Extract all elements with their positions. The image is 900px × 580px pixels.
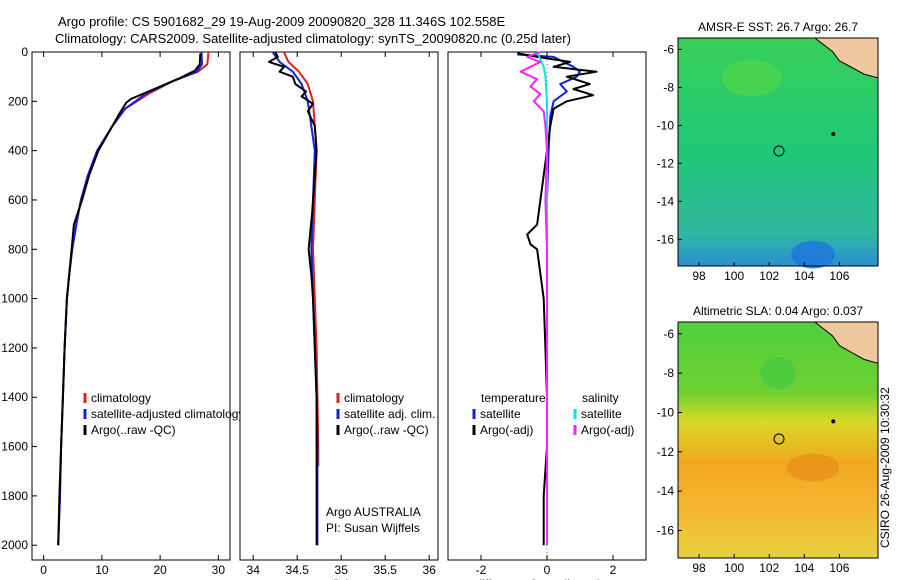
temperature-series-group bbox=[57, 51, 210, 546]
sst-map-frame bbox=[677, 37, 879, 267]
temperature-legend-1-label: satellite-adjusted climatology bbox=[91, 407, 244, 421]
sla-map-ytick-label: -10 bbox=[657, 405, 675, 419]
difference-legend-temp-argo-label: Argo(-adj) bbox=[480, 423, 533, 437]
temperature-ytick-label: 1200 bbox=[1, 341, 28, 355]
temperature-ytick-label: 200 bbox=[8, 94, 28, 108]
temperature-ytick-label: 800 bbox=[8, 242, 28, 256]
sst-map-xtick-label: 100 bbox=[724, 269, 744, 283]
temperature-ytick-label: 0 bbox=[21, 45, 28, 59]
temperature-ytick-label: 600 bbox=[8, 193, 28, 207]
salinity-series-group bbox=[268, 51, 320, 546]
difference-legend-sal-satellite-label: satellite bbox=[581, 407, 622, 421]
sla-map-panel: Altimetric SLA: 0.04 Argo: 0.037 98 100 102… bbox=[657, 304, 879, 575]
difference-series-1 bbox=[517, 52, 598, 546]
temperature-ytick-label: 400 bbox=[8, 144, 28, 158]
difference-legend-salinity-heading: salinity bbox=[582, 391, 619, 405]
sla-map-xtick-label: 100 bbox=[724, 561, 744, 575]
difference-series-3 bbox=[519, 51, 548, 546]
sla-map-xtick-label: 102 bbox=[759, 561, 779, 575]
sla-map-title: Altimetric SLA: 0.04 Argo: 0.037 bbox=[693, 304, 863, 318]
temperature-ytick-label: 2000 bbox=[1, 538, 28, 552]
sla-map-ytick-label: -8 bbox=[663, 366, 674, 380]
sst-map-argo-marker bbox=[773, 145, 785, 157]
temperature-xtick-label: 30 bbox=[212, 563, 226, 577]
salinity-xtick-label: 36 bbox=[423, 563, 437, 577]
difference-xtick-label: -2 bbox=[476, 563, 487, 577]
sst-map-xtick-label: 98 bbox=[692, 269, 706, 283]
sst-map-ytick-label: -10 bbox=[657, 118, 675, 132]
sla-map-frame bbox=[677, 321, 879, 559]
sla-low-patch bbox=[760, 357, 796, 390]
sla-map-argo-marker bbox=[773, 433, 785, 445]
salinity-frame bbox=[239, 51, 439, 561]
sst-map-panel: AMSR-E SST: 26.7 Argo: 26.7 98 100 102 104 10… bbox=[657, 20, 879, 283]
sst-map-ytick-label: -6 bbox=[663, 42, 674, 56]
sla-map-xtick-label: 98 bbox=[692, 561, 706, 575]
temperature-series-2 bbox=[57, 53, 202, 546]
sla-high-patch bbox=[787, 453, 840, 482]
sst-map-christmas-island bbox=[831, 131, 836, 136]
temperature-ytick-label: 1000 bbox=[1, 292, 28, 306]
float-owner-annotation: Argo AUSTRALIA bbox=[326, 505, 421, 519]
footer-stamp: CSIRO 26-Aug-2009 10:30:32 bbox=[878, 387, 892, 548]
salinity-series-2 bbox=[268, 51, 318, 546]
difference-series-group bbox=[517, 51, 598, 546]
warm-patch bbox=[721, 59, 782, 96]
temperature-panel: 0 10 20 30 0 200 400 600 800 1000 1200 1400 1600 1800… bbox=[1, 45, 244, 580]
difference-legend-temperature-heading: temperature bbox=[481, 391, 546, 405]
temperature-legend-0-label: climatology bbox=[91, 391, 151, 405]
salinity-legend-0-label: climatology bbox=[344, 391, 404, 405]
salinity-xtick-label: 34 bbox=[247, 563, 261, 577]
sla-map-xtick-label: 104 bbox=[794, 561, 814, 575]
sla-map-christmas-island bbox=[831, 419, 836, 424]
salinity-legend-2-label: Argo(..raw -QC) bbox=[344, 423, 429, 437]
temperature-xlabel: temperature bbox=[99, 577, 164, 580]
temperature-ytick-label: 1600 bbox=[1, 440, 28, 454]
chart-title-line-2: Climatology: CARS2009. Satellite-adjuste… bbox=[55, 31, 571, 46]
temperature-xtick-label: 20 bbox=[153, 563, 167, 577]
difference-legend-temp-satellite-label: satellite bbox=[480, 407, 521, 421]
pi-annotation: PI: Susan Wijffels bbox=[326, 521, 420, 535]
sst-map-ytick-label: -8 bbox=[663, 80, 674, 94]
difference-panel: -2 0 2difference from climatology temperatu… bbox=[447, 51, 647, 580]
salinity-panel: 34 34.5 35 35.5 36 salinity climatology satelli… bbox=[239, 51, 439, 580]
difference-xlabel: difference from climatology bbox=[475, 577, 618, 580]
sst-map-ytick-label: -14 bbox=[657, 194, 675, 208]
sst-map-ytick-label: -16 bbox=[657, 232, 675, 246]
sla-map-ytick-label: -16 bbox=[657, 523, 675, 537]
sst-map-xtick-label: 102 bbox=[759, 269, 779, 283]
temperature-ytick-label: 1400 bbox=[1, 390, 28, 404]
salinity-legend-1-label: satellite adj. clim. bbox=[344, 407, 435, 421]
sst-map-xtick-label: 106 bbox=[829, 269, 849, 283]
sst-map-title: AMSR-E SST: 26.7 Argo: 26.7 bbox=[698, 20, 858, 34]
sla-map-ytick-label: -14 bbox=[657, 484, 675, 498]
difference-xtick-label: 2 bbox=[610, 563, 617, 577]
sla-map-ytick-label: -6 bbox=[663, 327, 674, 341]
sst-map-ytick-label: -12 bbox=[657, 156, 675, 170]
difference-xtick-label: 0 bbox=[544, 563, 551, 577]
temperature-legend-2-label: Argo(..raw -QC) bbox=[91, 423, 176, 437]
chart-title-line-1: Argo profile: CS 5901682_29 19-Aug-2009 … bbox=[58, 14, 506, 29]
salinity-xtick-label: 35.5 bbox=[374, 563, 398, 577]
temperature-frame bbox=[31, 51, 231, 561]
salinity-xlabel: salinity bbox=[321, 577, 358, 580]
sla-map-xtick-label: 106 bbox=[829, 561, 849, 575]
sla-map-ytick-label: -12 bbox=[657, 445, 675, 459]
temperature-xtick-label: 0 bbox=[40, 563, 47, 577]
difference-legend-sal-argo-label: Argo(-adj) bbox=[581, 423, 634, 437]
temperature-ytick-label: 1800 bbox=[1, 489, 28, 503]
sst-map-xtick-label: 104 bbox=[794, 269, 814, 283]
cold-anomaly-patch bbox=[791, 240, 836, 269]
salinity-xtick-label: 35 bbox=[335, 563, 349, 577]
temperature-xtick-label: 10 bbox=[95, 563, 109, 577]
salinity-xtick-label: 34.5 bbox=[286, 563, 310, 577]
